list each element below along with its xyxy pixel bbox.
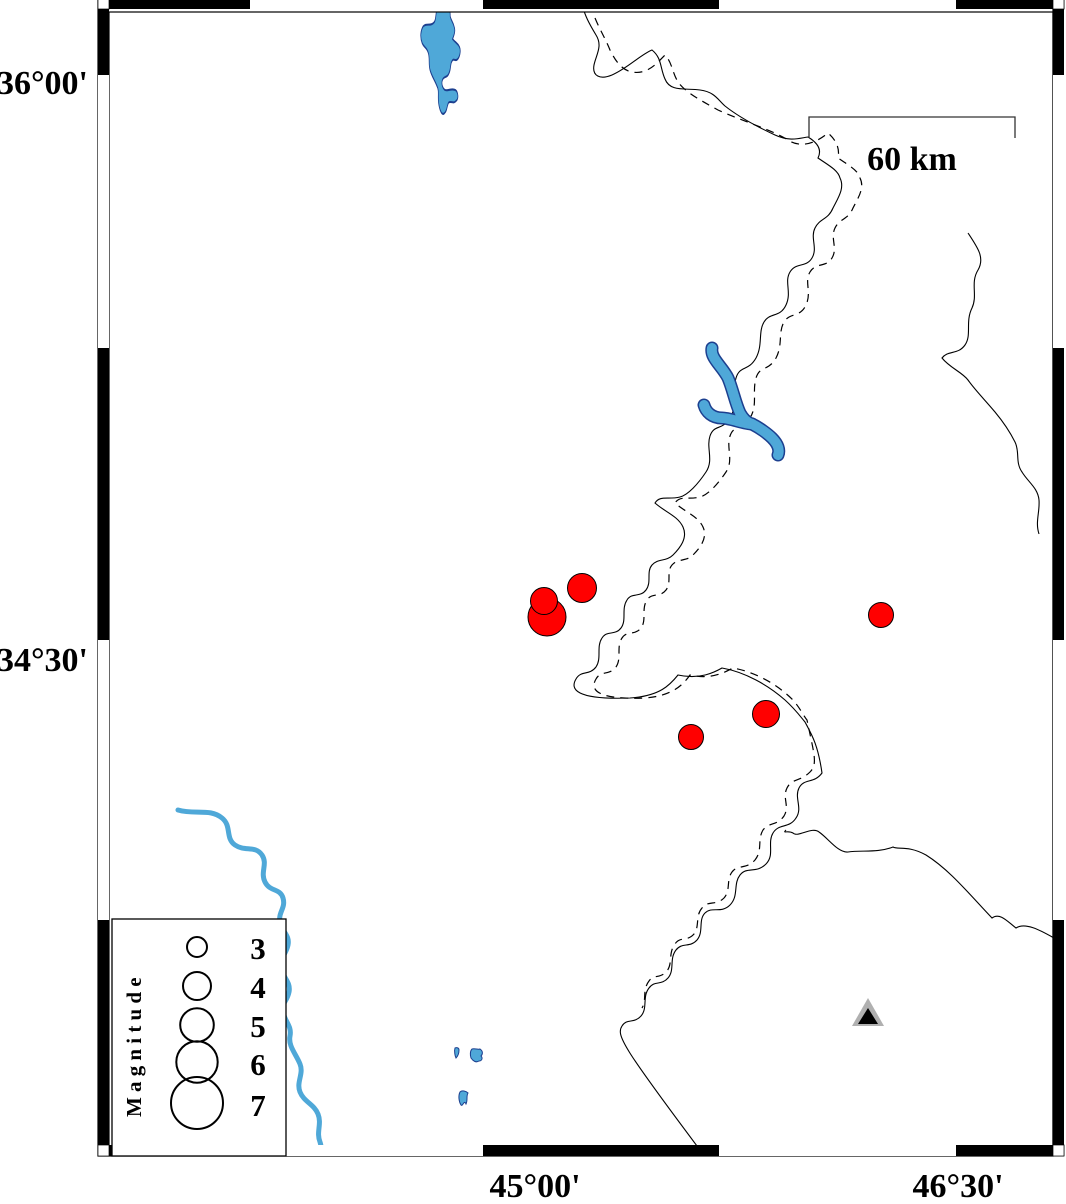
svg-text:36°00': 36°00': [0, 65, 88, 102]
svg-text:5: 5: [250, 1009, 266, 1044]
svg-text:Magnitude: Magnitude: [122, 972, 146, 1117]
svg-text:3: 3: [250, 931, 266, 966]
svg-text:6: 6: [250, 1047, 266, 1082]
svg-text:46°30': 46°30': [912, 1168, 1003, 1204]
svg-text:4: 4: [250, 970, 266, 1005]
svg-text:7: 7: [250, 1088, 266, 1123]
svg-text:34°30': 34°30': [0, 642, 88, 679]
svg-text:45°00': 45°00': [489, 1168, 580, 1204]
svg-text:60 km: 60 km: [867, 141, 957, 178]
